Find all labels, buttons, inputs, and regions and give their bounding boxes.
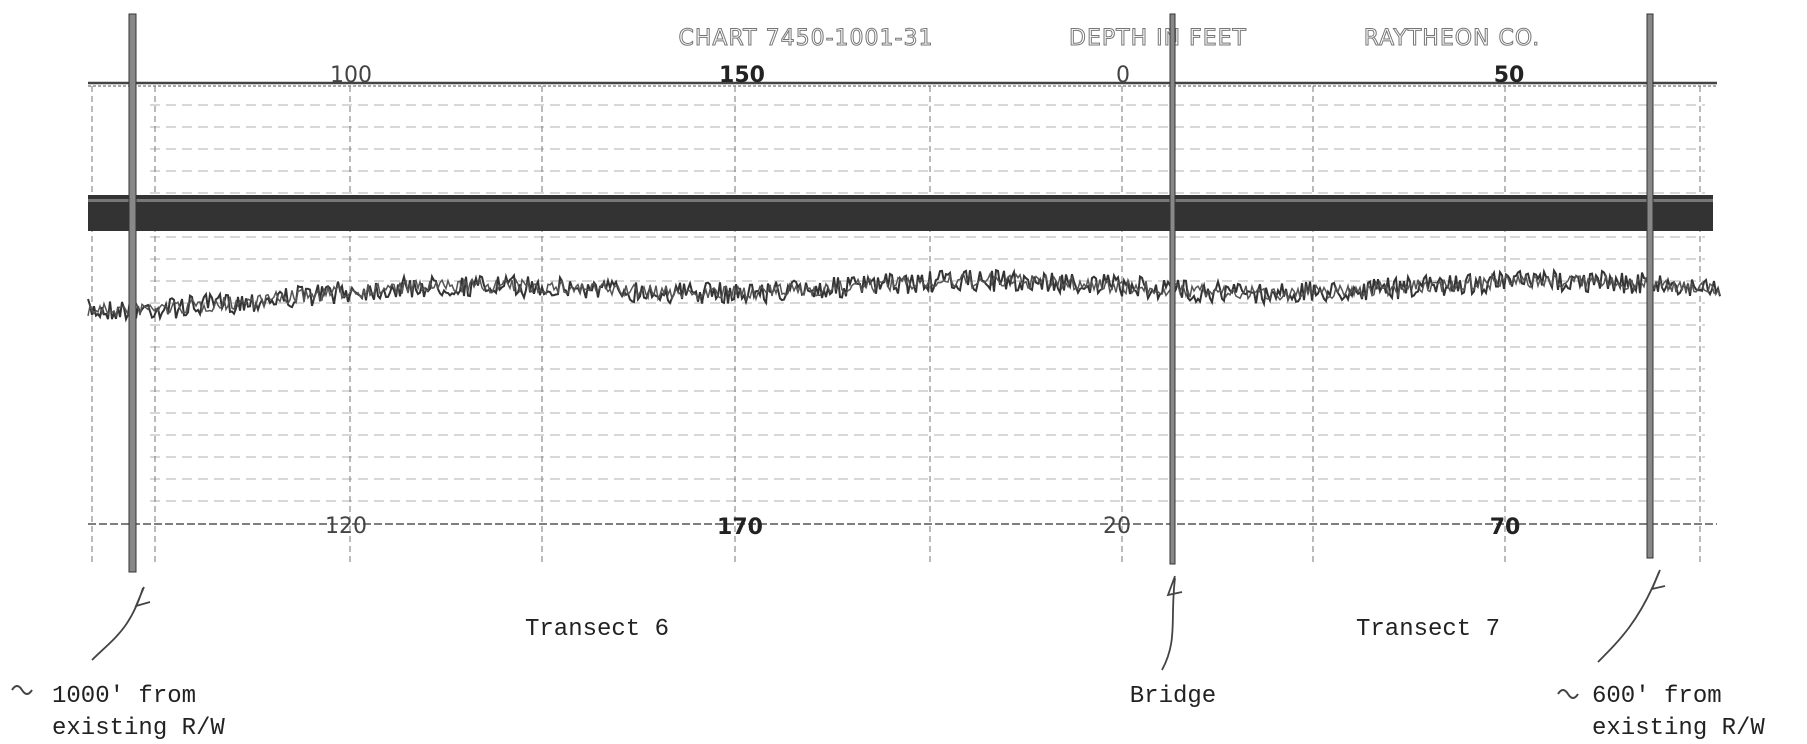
scale-label: 150: [719, 63, 765, 88]
scale-label: 100: [330, 63, 372, 88]
scale-label: 170: [717, 515, 763, 540]
event-markers: [11, 13, 1666, 699]
units-label: DEPTH IN FEET: [1069, 26, 1247, 51]
chart-grid: [88, 81, 1717, 565]
surface-band-highlight: [88, 199, 1713, 202]
scale-label: 120: [325, 514, 367, 539]
marker-note: Bridge: [1130, 683, 1216, 710]
marker-note: existing R/W: [52, 715, 225, 742]
scale-label: 50: [1494, 63, 1525, 88]
marker-note: 600' from: [1592, 683, 1722, 710]
bottom-trace: [87, 271, 1721, 318]
scale-label: 20: [1103, 514, 1131, 539]
chart-id: CHART 7450-1001-31: [679, 26, 934, 51]
transect-label: Transect 7: [1356, 616, 1500, 643]
maker-label: RAYTHEON CO.: [1364, 26, 1541, 51]
scale-label: 0: [1116, 63, 1130, 88]
scale-label: 70: [1490, 515, 1521, 540]
transect-label: Transect 6: [525, 616, 669, 643]
marker-note: 1000' from: [52, 683, 196, 710]
marker-note: existing R/W: [1592, 715, 1765, 742]
